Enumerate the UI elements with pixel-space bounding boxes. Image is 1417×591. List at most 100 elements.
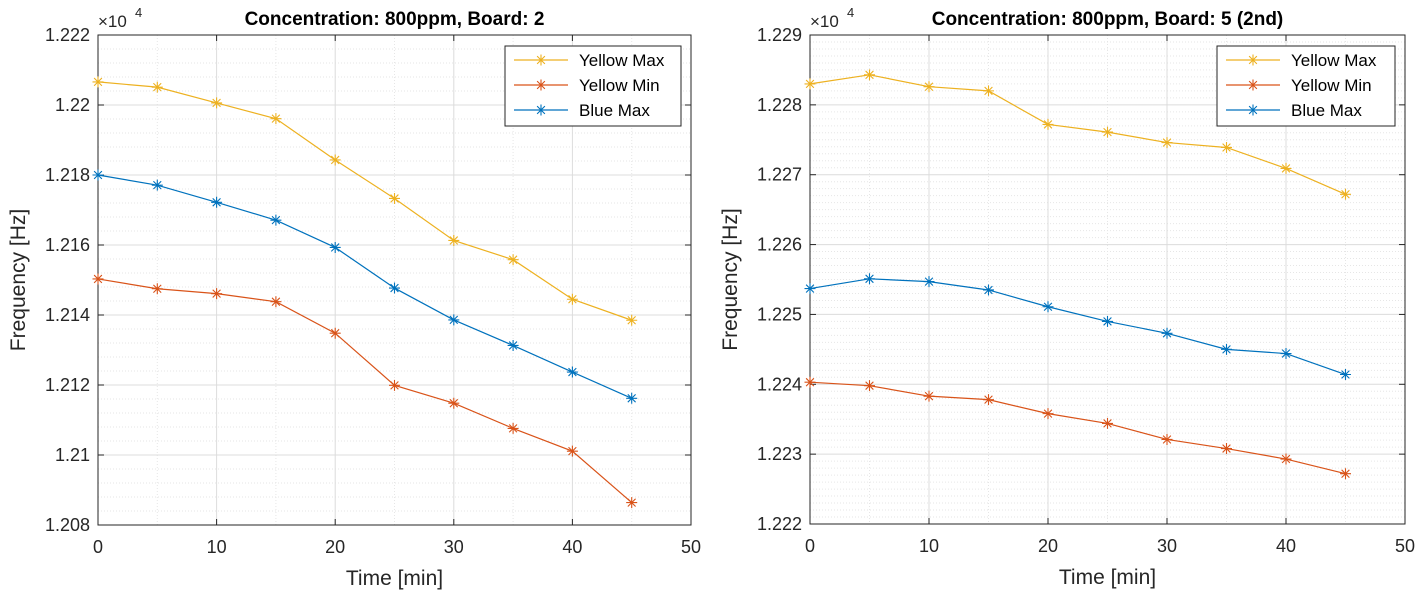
chart-2: 0 10 20 30 40 50 1.222 1.223 1.224 1.225 1.226 1.22…: [719, 5, 1415, 589]
chart-2-x-tick-label: 40: [1276, 536, 1296, 556]
chart-2-y-tick-label: 1.225: [757, 304, 802, 324]
chart-2-x-tick-label: 10: [919, 536, 939, 556]
chart-1-series-yellow-max-point: [329, 154, 341, 166]
chart-1-series-yellow-min-point: [211, 288, 223, 300]
chart-2-series-yellow-min-point: [804, 376, 816, 388]
chart-1-series-yellow-min-point: [507, 422, 519, 434]
chart-2-legend-box: [1216, 45, 1396, 127]
chart-1-x-tick-label: 30: [444, 537, 464, 557]
chart-2-series-yellow-max-point: [1042, 118, 1054, 130]
chart-1-series-yellow-min-point: [626, 497, 638, 509]
chart-1-x-axis-label: Time [min]: [346, 567, 443, 590]
chart-2-series-blue-max-point: [1161, 327, 1173, 339]
chart-1-series-blue-max-point: [389, 282, 400, 294]
chart-2-y-tick-label: 1.227: [757, 165, 802, 185]
chart-2-series-yellow-max-point: [983, 85, 994, 97]
chart-1-y-tick-label: 1.21: [55, 445, 90, 465]
chart-1-x-tick-label: 20: [325, 537, 345, 557]
chart-2-series-blue-max-point: [804, 283, 816, 295]
chart-2-legend-entry-3-marker: [1247, 104, 1259, 116]
chart-1-y-tick-label: 1.216: [45, 235, 90, 255]
chart-1-y-exponent-label: ×10: [98, 12, 127, 31]
chart-1-y-tick-label: 1.212: [45, 375, 90, 395]
chart-2-legend-entry-1-label: Yellow Max: [1291, 51, 1377, 70]
chart-1-series-blue-max-point: [448, 314, 460, 326]
chart-2-series-blue-max-point: [983, 284, 994, 296]
chart-2-x-tick-label: 20: [1038, 536, 1058, 556]
chart-2-y-tick-label: 1.229: [757, 25, 802, 45]
chart-2-series-yellow-min: [804, 376, 1351, 480]
chart-1-series-blue-max-point: [566, 366, 578, 378]
chart-1-legend-entry-3-label: Blue Max: [579, 101, 650, 120]
chart-1-legend-entry-1-label: Yellow Max: [579, 51, 665, 70]
chart-2-y-exponent-label: ×10: [810, 12, 839, 31]
chart-1-series-yellow-min: [92, 273, 638, 509]
chart-2-series-yellow-max-point: [804, 78, 816, 90]
chart-2-y-tick-label: 1.223: [757, 444, 802, 464]
chart-2-legend-entry-2-marker: [1247, 79, 1259, 91]
chart-2-series-yellow-min-point: [1161, 433, 1173, 445]
chart-2-series-yellow-max-point: [1161, 137, 1173, 149]
chart-2-x-tick-label: 50: [1395, 536, 1415, 556]
chart-1-legend-entry-1-marker: [535, 54, 547, 66]
chart-1-x-tick-label: 10: [207, 537, 227, 557]
chart-1-series-blue-max-line: [97, 174, 632, 399]
chart-1-x-tick-label: 50: [681, 537, 701, 557]
chart-2-series-blue-max-point: [923, 276, 935, 288]
chart-1-title: Concentration: 800ppm, Board: 2: [245, 9, 545, 30]
chart-2-y-tick-label: 1.222: [757, 514, 802, 534]
chart-1-series-yellow-min-point: [270, 296, 282, 308]
chart-2-y-axis-label: Frequency [Hz]: [719, 208, 742, 350]
chart-2-series-yellow-min-point: [923, 390, 935, 402]
chart-2-y-tick-label: 1.226: [757, 235, 802, 255]
chart-1-y-tick-label: 1.222: [45, 25, 90, 45]
chart-1-series-blue-max-point: [626, 392, 638, 404]
chart-2-x-tick-label: 30: [1157, 536, 1177, 556]
chart-2-legend: Yellow Max Yellow Min Blue Max: [1216, 45, 1396, 127]
chart-2-series-blue-max: [804, 273, 1351, 381]
chart-1-legend-box: [504, 45, 682, 127]
chart-1-series-blue-max-point: [329, 241, 341, 253]
chart-1-y-tick-label: 1.214: [45, 305, 90, 325]
chart-1-series-yellow-min-point: [151, 283, 163, 295]
chart-2-series-yellow-max-line: [809, 74, 1346, 195]
chart-2-series-blue-max-line: [809, 278, 1346, 376]
chart-1-x-tick-label: 40: [562, 537, 582, 557]
chart-1-series-yellow-min-point: [448, 397, 460, 409]
chart-1-series-yellow-min-point: [389, 379, 400, 391]
chart-1-series-yellow-max-point: [507, 254, 519, 266]
chart-2-series-yellow-min-point: [1102, 417, 1113, 429]
chart-1-series-yellow-max-point: [92, 76, 104, 88]
chart-2-series-yellow-max: [804, 69, 1351, 200]
chart-2-y-exponent-power: 4: [847, 5, 854, 20]
chart-1-series-yellow-max-point: [389, 192, 400, 204]
chart-1-series-yellow-max-line: [97, 81, 632, 321]
chart-2-axes-box: [809, 34, 1406, 525]
chart-1-y-exponent-power: 4: [135, 5, 142, 20]
chart-1-legend-entry-2-label: Yellow Min: [579, 76, 660, 95]
chart-1: 0 10 20 30 40 50 1.208 1.21 1.212 1.214 1.216 1.218…: [7, 5, 701, 590]
chart-2-series-blue-max-point: [1102, 315, 1113, 327]
chart-2-y-tick-label: 1.224: [757, 374, 802, 394]
chart-1-x-tick-label: 0: [93, 537, 103, 557]
chart-1-series-blue-max-point: [507, 339, 519, 351]
chart-2-title: Concentration: 800ppm, Board: 5 (2nd): [932, 9, 1284, 30]
chart-2-series-blue-max-point: [864, 273, 875, 285]
chart-2-series-yellow-max-point: [1102, 126, 1113, 138]
chart-1-series-yellow-min-line: [97, 278, 633, 504]
chart-2-series-yellow-max-point: [864, 69, 875, 81]
chart-2-series-yellow-min-point: [864, 380, 875, 392]
chart-2-legend-entry-1-marker: [1247, 54, 1259, 66]
chart-1-series-yellow-min-point: [329, 327, 341, 339]
chart-2-x-tick-label: 0: [805, 536, 815, 556]
chart-1-series-yellow-max-point: [270, 113, 282, 125]
chart-2-series-yellow-min-point: [1042, 408, 1054, 420]
chart-2-grid: [809, 34, 1406, 525]
chart-1-series-blue-max-point: [270, 214, 282, 226]
chart-1-legend-entry-2-marker: [535, 79, 547, 91]
chart-2-series-blue-max-point: [1042, 301, 1054, 313]
chart-1-series-yellow-max-point: [151, 81, 163, 93]
chart-1-series-yellow-max: [92, 76, 638, 326]
chart-1-series-yellow-min-point: [566, 445, 578, 457]
chart-1-series-yellow-max-point: [448, 234, 460, 246]
